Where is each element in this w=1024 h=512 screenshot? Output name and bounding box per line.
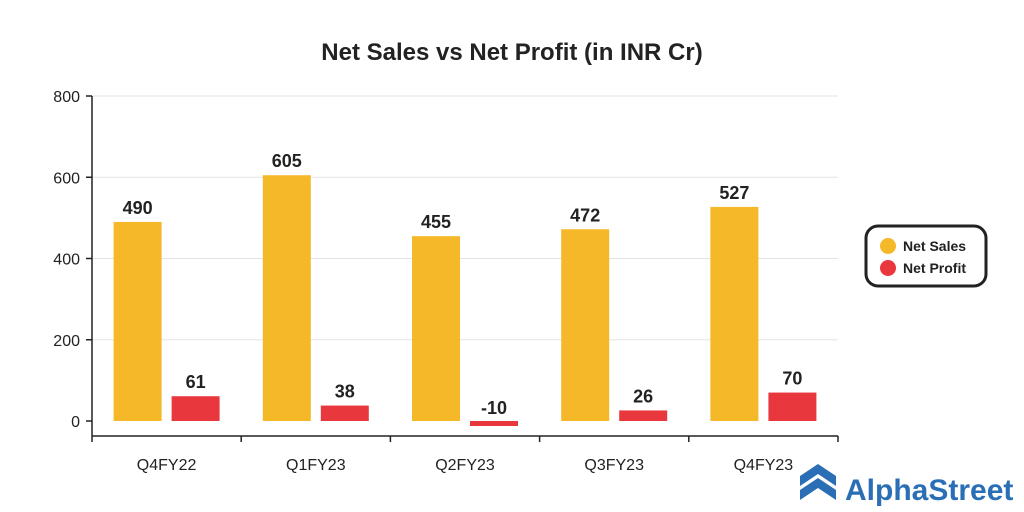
y-tick-label: 0 <box>71 414 80 431</box>
x-tick-label: Q2FY23 <box>435 457 495 474</box>
x-tick-label: Q1FY23 <box>286 457 346 474</box>
legend-label: Net Profit <box>903 260 966 276</box>
alphastreet-logo-icon <box>800 464 836 500</box>
y-tick-label: 400 <box>53 252 80 269</box>
data-label: 455 <box>421 212 451 232</box>
y-tick-label: 200 <box>53 333 80 350</box>
bar-net-sales <box>113 221 162 421</box>
chart-title: Net Sales vs Net Profit (in INR Cr) <box>321 39 702 66</box>
legend-swatch <box>880 238 896 254</box>
bar-net-sales <box>561 229 610 421</box>
data-label: 605 <box>272 151 302 171</box>
y-tick-label: 600 <box>53 170 80 187</box>
brand-logo: AlphaStreet <box>800 464 1013 507</box>
data-label: 38 <box>335 382 355 402</box>
bar-net-sales <box>412 236 460 421</box>
bar-net-sales <box>710 206 759 421</box>
bar-net-profit <box>320 405 369 421</box>
data-label: 472 <box>570 205 600 225</box>
legend: Net Sales Net Profit <box>864 224 988 288</box>
legend-box <box>864 224 988 288</box>
legend-label: Net Sales <box>903 238 966 254</box>
bar-net-profit <box>619 410 668 421</box>
y-axis: 0 200 400 600 800 <box>53 89 93 436</box>
data-label: 61 <box>186 372 206 392</box>
x-tick-label: Q4FY23 <box>734 457 794 474</box>
data-label: 26 <box>633 386 653 406</box>
x-axis: Q4FY22 Q1FY23 Q2FY23 Q3FY23 Q4FY23 <box>91 435 839 474</box>
bar-net-profit <box>171 396 220 421</box>
data-label: 527 <box>719 183 749 203</box>
legend-swatch <box>880 260 896 276</box>
data-label: -10 <box>481 398 507 418</box>
bar-net-profit <box>768 392 817 421</box>
bar-net-profit <box>470 421 518 426</box>
x-tick-label: Q3FY23 <box>584 457 644 474</box>
bar-net-sales <box>262 175 311 421</box>
brand-name: AlphaStreet <box>845 474 1013 507</box>
y-tick-label: 800 <box>53 89 80 106</box>
bars: 490 61 605 38 455 -10 472 26 527 70 <box>113 151 817 426</box>
data-label: 70 <box>782 369 802 389</box>
x-tick-label: Q4FY22 <box>137 457 197 474</box>
data-label: 490 <box>123 198 153 218</box>
